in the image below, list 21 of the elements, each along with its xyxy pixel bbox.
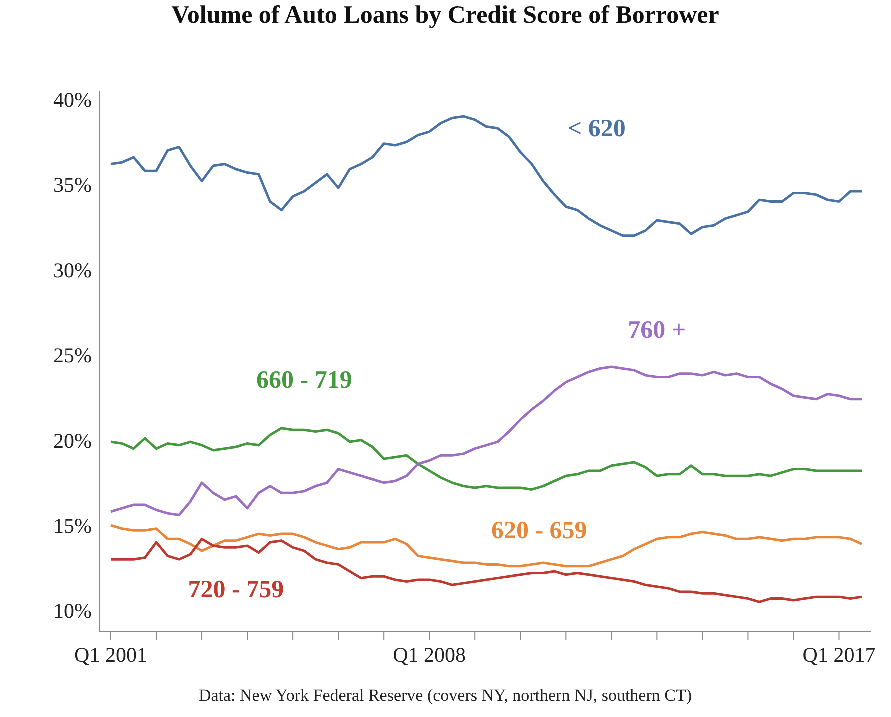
line-series bbox=[110, 538, 864, 604]
y-tick-label: 15% bbox=[54, 514, 92, 538]
chart-title: Volume of Auto Loans by Credit Score of Borrower bbox=[170, 2, 720, 30]
x-tick-label: Q1 2008 bbox=[393, 643, 466, 667]
y-tick-label: 30% bbox=[54, 258, 92, 282]
text: Data: New York Federal Reserve (covers NY, northern NJ, southern CT) bbox=[198, 686, 694, 706]
y-tick-label: 20% bbox=[54, 428, 92, 453]
y-tick-label: 40% bbox=[54, 88, 92, 112]
series-label: 720 - 759 bbox=[188, 576, 284, 604]
line-series bbox=[110, 366, 864, 517]
y-tick-label: 25% bbox=[54, 344, 92, 368]
y-tick-label: 35% bbox=[54, 173, 92, 198]
series-label: 760 + bbox=[628, 316, 686, 344]
x-tick-label: Q1 2017 bbox=[802, 643, 876, 667]
series-label: 620 - 659 bbox=[491, 518, 588, 545]
line-series bbox=[110, 427, 864, 491]
x-tick-label: Q1 2001 bbox=[74, 643, 148, 667]
y-tick-label: 10% bbox=[54, 599, 92, 624]
series-label: 660 - 719 bbox=[256, 366, 352, 394]
series-label: < 620 bbox=[568, 116, 626, 143]
line-series bbox=[110, 115, 864, 238]
